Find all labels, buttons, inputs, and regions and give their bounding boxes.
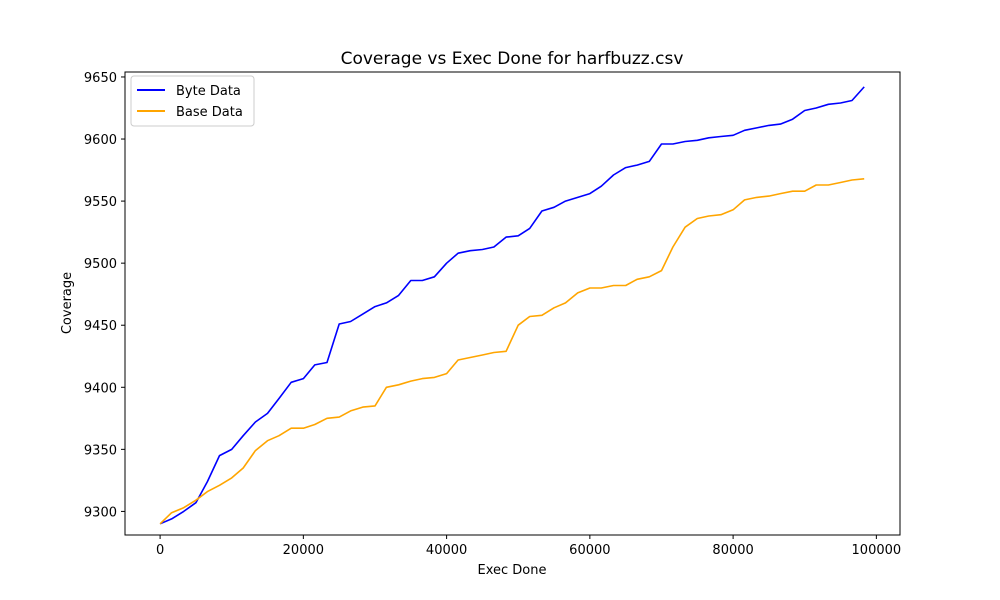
series-line-base-data bbox=[159, 178, 865, 525]
legend-label-base-data: Base Data bbox=[176, 105, 243, 120]
x-tick-label: 20000 bbox=[283, 543, 324, 558]
x-tick-label: 60000 bbox=[569, 543, 610, 558]
plot-lines bbox=[159, 86, 865, 525]
plot-frame bbox=[124, 71, 901, 536]
x-tick-label: 40000 bbox=[426, 543, 467, 558]
chart-title: Coverage vs Exec Done for harfbuzz.csv bbox=[341, 49, 684, 69]
y-axis-ticks: 9300 9350 9400 9450 9500 9550 9600 9650 bbox=[84, 71, 125, 520]
x-axis-label: Exec Done bbox=[478, 563, 547, 578]
series-line-byte-data bbox=[159, 86, 865, 525]
legend-box bbox=[130, 75, 255, 127]
y-tick-label: 9650 bbox=[84, 71, 117, 86]
y-tick-label: 9450 bbox=[84, 319, 117, 334]
x-tick-label: 100000 bbox=[852, 543, 902, 558]
y-tick-label: 9550 bbox=[84, 195, 117, 210]
y-tick-label: 9300 bbox=[84, 505, 117, 520]
x-tick-label: 80000 bbox=[712, 543, 753, 558]
y-tick-label: 9600 bbox=[84, 133, 117, 148]
legend: Byte Data Base Data bbox=[130, 75, 255, 127]
y-tick-label: 9500 bbox=[84, 257, 117, 272]
legend-label-byte-data: Byte Data bbox=[176, 84, 241, 99]
y-tick-label: 9350 bbox=[84, 443, 117, 458]
x-axis-ticks: 0 20000 40000 60000 80000 100000 bbox=[156, 535, 901, 558]
y-tick-label: 9400 bbox=[84, 381, 117, 396]
x-tick-label: 0 bbox=[156, 543, 164, 558]
y-axis-label: Coverage bbox=[60, 272, 75, 334]
